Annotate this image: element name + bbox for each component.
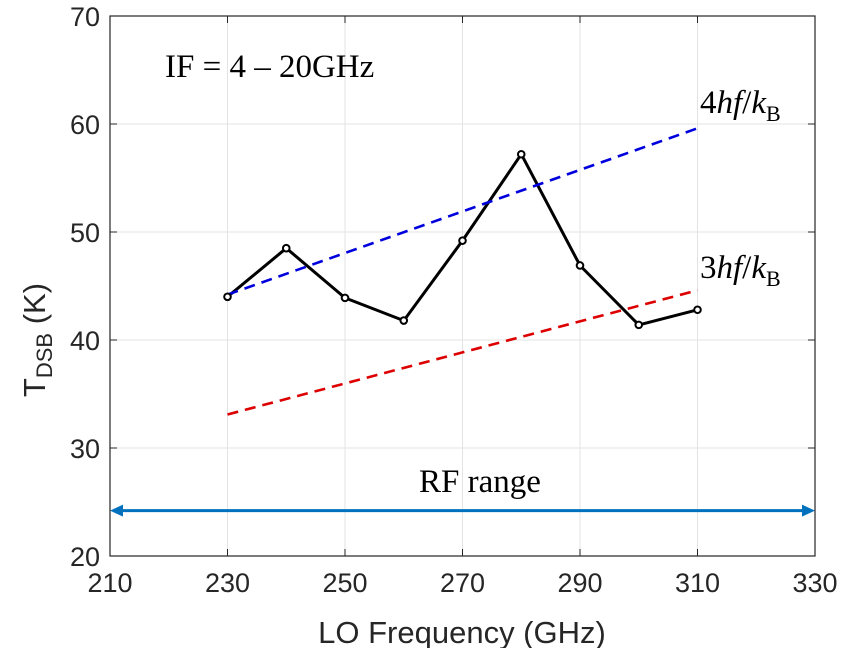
y-tick-label: 20 xyxy=(70,542,100,572)
label-3-sub: B xyxy=(766,266,781,291)
y-axis-ticks: 20 30 40 50 60 70 xyxy=(70,2,815,572)
plot-frame xyxy=(109,15,816,557)
y-tick-label: 50 xyxy=(70,218,100,248)
data-point xyxy=(281,243,291,253)
x-tick-label: 250 xyxy=(322,568,367,598)
data-point xyxy=(693,305,702,315)
series-line-1 xyxy=(227,127,698,296)
y-label-sub: DSB xyxy=(32,333,57,378)
x-axis-label: LO Frequency (GHz) xyxy=(318,615,606,648)
rf-range-label: RF range xyxy=(419,464,541,500)
data-point xyxy=(516,149,526,159)
x-axis-ticks: 210 230 250 270 290 310 330 xyxy=(87,16,838,598)
rf-range-arrow xyxy=(110,504,815,517)
data-point xyxy=(223,292,232,302)
label-3-hf: hf xyxy=(717,250,747,286)
data-point xyxy=(458,236,467,245)
label-3-slash: / xyxy=(742,250,752,286)
label-4-coef: 4 xyxy=(700,85,717,121)
data-markers xyxy=(223,149,702,330)
y-tick-label: 40 xyxy=(70,326,100,356)
label-4-sub: B xyxy=(766,101,781,126)
label-3-k: k xyxy=(751,250,767,286)
y-label-unit: (K) xyxy=(17,283,52,333)
y-axis-label: TDSB (K) xyxy=(17,283,57,397)
rf-arrowhead-left xyxy=(110,504,123,517)
data-point xyxy=(399,316,409,325)
x-tick-label: 270 xyxy=(440,568,485,598)
y-tick-label: 60 xyxy=(70,110,100,140)
x-tick-label: 210 xyxy=(87,568,132,598)
data-point xyxy=(340,293,350,303)
data-point xyxy=(634,320,644,330)
label-3-coef: 3 xyxy=(700,250,717,286)
label-4-k: k xyxy=(751,85,767,121)
label-4-slash: / xyxy=(742,85,752,121)
series-label-3hf: 3hf/kB xyxy=(700,250,781,291)
y-tick-label: 70 xyxy=(70,2,100,32)
rf-arrowhead-right xyxy=(802,504,815,517)
x-tick-label: 230 xyxy=(205,568,250,598)
x-tick-label: 310 xyxy=(675,568,720,598)
y-tick-label: 30 xyxy=(70,434,100,464)
label-4-hf: hf xyxy=(717,85,747,121)
data-point xyxy=(575,261,585,270)
series-line-2 xyxy=(227,289,698,416)
x-tick-label: 330 xyxy=(792,568,837,598)
series-label-4hf: 4hf/kB xyxy=(700,85,781,126)
x-tick-label: 290 xyxy=(557,568,602,598)
if-annotation: IF = 4 – 20GHz xyxy=(165,49,374,85)
y-label-main: T xyxy=(17,378,52,397)
